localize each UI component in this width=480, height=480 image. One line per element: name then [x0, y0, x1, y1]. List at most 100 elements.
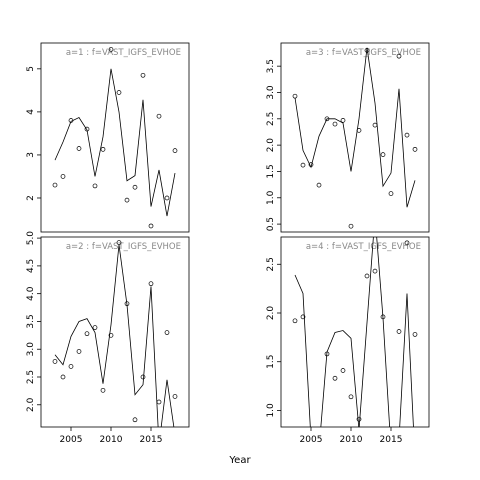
data-point [132, 417, 138, 423]
data-point [164, 195, 170, 201]
data-point [116, 240, 122, 245]
y-tick-label: 2.5 [266, 112, 276, 126]
y-tick-label: 4.5 [26, 259, 36, 273]
data-point [76, 349, 82, 354]
y-tick-label: 2.5 [26, 370, 36, 384]
y-tick-label: 2.0 [266, 138, 276, 153]
y-tick-label: 3.5 [266, 59, 276, 73]
data-point [108, 332, 114, 338]
y-tick-label: 4.0 [26, 286, 36, 301]
y-tick-label: 3.0 [26, 342, 36, 357]
panel-frame [280, 236, 430, 428]
data-point [348, 394, 354, 400]
data-point [324, 351, 330, 357]
data-point [148, 281, 154, 287]
y-tick-label: 1.0 [266, 190, 276, 205]
data-point [340, 118, 346, 123]
y-tick-label: 3 [26, 152, 36, 158]
plot-area [52, 240, 178, 427]
data-point [124, 197, 130, 203]
fit-line [54, 244, 175, 427]
data-point [60, 174, 66, 179]
data-point [140, 72, 146, 78]
data-point [124, 301, 130, 307]
data-point [372, 122, 378, 128]
y-tick-label: 3.5 [26, 314, 36, 328]
data-point [92, 183, 98, 189]
data-point [100, 146, 106, 152]
data-point [324, 116, 330, 122]
data-point [388, 191, 394, 196]
x-tick-label: 2015 [380, 435, 403, 445]
y-tick-label: 1.5 [266, 164, 276, 178]
data-point [60, 374, 66, 380]
data-point [356, 416, 362, 422]
data-point [292, 93, 298, 99]
data-point [372, 268, 378, 274]
data-point [364, 48, 370, 53]
panel-frame [40, 42, 190, 233]
data-point [380, 152, 386, 157]
data-point [140, 374, 146, 380]
data-point [76, 146, 82, 151]
data-point [172, 394, 178, 399]
y-tick-label: 4 [26, 109, 36, 115]
data-point [332, 375, 338, 381]
plot-area [52, 47, 178, 229]
panel: a=4 : f=VAST_IGFS_EVHOE 1.0 1.5 2.0 2.5 2005 2… [266, 236, 430, 445]
x-tick-label: 2005 [60, 435, 83, 445]
data-point [300, 162, 306, 168]
panel-frame [280, 42, 430, 233]
y-tick-label: 1.5 [266, 355, 276, 369]
plot-area [292, 47, 418, 229]
data-point [316, 182, 322, 188]
data-point [164, 330, 170, 335]
data-point [108, 47, 114, 52]
data-point [412, 332, 418, 337]
fit-line [294, 47, 416, 208]
data-point [396, 53, 402, 59]
y-tick-label: 3.0 [266, 85, 276, 100]
x-tick-label: 2015 [140, 435, 163, 445]
data-point [300, 314, 306, 320]
data-point [132, 184, 138, 190]
data-point [172, 148, 178, 153]
data-point [84, 126, 90, 132]
x-tick-label: 2005 [300, 435, 323, 445]
panel-frame [40, 236, 190, 428]
plot-area [292, 237, 418, 427]
data-point [364, 273, 370, 279]
y-tick-label: 2.0 [266, 306, 276, 321]
data-point [148, 223, 154, 229]
data-point [92, 325, 98, 330]
y-tick-label: 5.0 [26, 231, 36, 246]
data-point [68, 364, 74, 369]
data-point [156, 113, 162, 119]
data-point [340, 368, 346, 373]
y-tick-label: 2 [26, 195, 36, 201]
data-point [332, 121, 338, 127]
x-tick-label: 2010 [100, 435, 123, 445]
data-point [348, 223, 354, 229]
data-point [52, 359, 58, 364]
data-point [84, 331, 90, 337]
panel-title: a=2 : f=VAST_IGFS_EVHOE [66, 242, 181, 252]
data-point [308, 162, 314, 167]
fit-line [54, 68, 176, 217]
y-tick-label: 2.0 [26, 397, 36, 412]
data-point [380, 314, 386, 320]
y-tick-label: 2.5 [266, 257, 276, 271]
panel: a=2 : f=VAST_IGFS_EVHOE 2.0 2.5 3.0 3.5 4.0 4.… [26, 231, 190, 445]
data-point [116, 90, 122, 95]
data-point [156, 399, 162, 405]
panel: a=3 : f=VAST_IGFS_EVHOE 0.5 1.0 1.5 2.0 2.5 3.… [266, 42, 430, 233]
data-point [100, 387, 106, 393]
panel: a=1 : f=VAST_IGFS_EVHOE 2 3 4 5 [26, 42, 190, 233]
y-tick-label: 5 [26, 66, 36, 72]
panel-title: a=1 : f=VAST_IGFS_EVHOE [66, 48, 181, 58]
data-point [52, 182, 58, 188]
y-tick-label: 0.5 [266, 217, 276, 231]
panel-title: a=4 : f=VAST_IGFS_EVHOE [306, 242, 421, 252]
data-point [292, 318, 298, 324]
